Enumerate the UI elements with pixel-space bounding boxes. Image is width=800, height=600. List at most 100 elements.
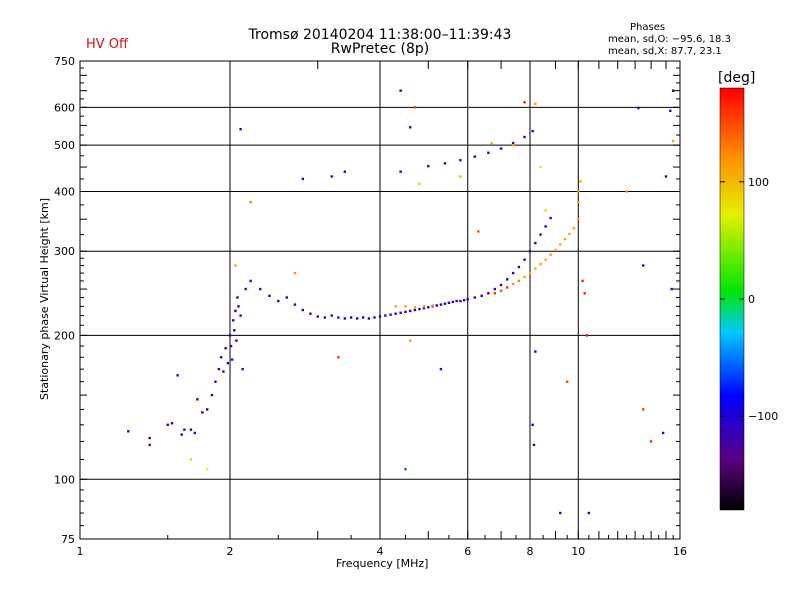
x-tick-label: 6 (464, 545, 471, 558)
data-point (439, 367, 443, 371)
data-point (661, 431, 665, 435)
tick-labels: 1 2 4 6 8 10 16 75 100 200 300 400 500 600 750 (54, 55, 687, 558)
colorbar-tick-label: 100 (748, 176, 769, 189)
x-tick-label: 8 (527, 545, 534, 558)
data-point (544, 209, 547, 212)
data-point (499, 289, 503, 292)
data-point (511, 141, 515, 145)
data-point (459, 175, 462, 178)
data-point (572, 227, 576, 230)
data-point (528, 250, 532, 253)
data-point (277, 299, 280, 303)
data-point (459, 159, 462, 162)
data-point (205, 467, 209, 471)
data-point (531, 423, 534, 427)
data-point (259, 287, 262, 291)
data-point (544, 258, 547, 261)
data-point (394, 312, 397, 315)
data-point (241, 367, 244, 371)
data-point (435, 304, 438, 307)
colorbar-ticks: 100 0 −100 (720, 176, 778, 423)
data-point (568, 232, 571, 236)
data-point (236, 296, 239, 299)
data-point (228, 334, 232, 337)
data-point (367, 317, 371, 320)
data-point (534, 241, 537, 245)
data-point (229, 344, 233, 348)
data-point (637, 106, 640, 110)
data-point (234, 264, 237, 267)
data-point (217, 367, 221, 371)
data-point (581, 279, 584, 283)
data-point (455, 299, 458, 303)
data-point (418, 182, 421, 186)
data-point (539, 262, 542, 266)
data-point (493, 292, 497, 295)
data-point (577, 200, 580, 204)
data-point (499, 147, 503, 150)
axis-ticks (79, 61, 681, 539)
data-point (559, 243, 562, 246)
data-point (528, 271, 532, 275)
data-point (180, 433, 183, 436)
data-point (511, 282, 515, 286)
colorbar-unit: [deg] (718, 70, 756, 86)
chart-subtitle: RwPretec (8p) (330, 41, 430, 57)
data-point (422, 306, 426, 310)
y-tick-label: 75 (61, 533, 75, 546)
data-point (459, 299, 462, 303)
data-point (427, 306, 430, 309)
data-point (176, 374, 179, 377)
data-point (301, 177, 305, 181)
data-point (293, 303, 297, 306)
x-tick-label: 4 (377, 545, 384, 558)
data-point (523, 100, 526, 104)
data-point (517, 265, 521, 269)
data-point (239, 127, 242, 131)
data-point (585, 334, 588, 337)
data-point (625, 190, 628, 193)
data-point (549, 253, 552, 256)
data-point (565, 380, 569, 383)
y-tick-label: 300 (54, 245, 75, 258)
data-point (230, 358, 234, 361)
chart-title: Tromsø 20140204 11:38:00–11:39:43 (248, 27, 512, 43)
data-point (493, 287, 497, 291)
data-point (226, 361, 230, 365)
data-point (222, 370, 225, 373)
data-point (235, 339, 238, 342)
data-point (316, 315, 319, 318)
x-tick-label: 16 (673, 545, 687, 558)
data-point (451, 300, 455, 304)
data-point (214, 380, 217, 383)
data-point (399, 170, 402, 173)
data-point (409, 309, 412, 313)
data-point (577, 190, 580, 193)
data-point (237, 305, 240, 308)
data-point (201, 411, 204, 414)
data-point (337, 316, 340, 319)
data-point (549, 216, 552, 220)
data-point (409, 339, 412, 342)
data-point (539, 165, 542, 169)
data-point (404, 305, 407, 308)
data-point (389, 313, 392, 316)
data-point (649, 440, 653, 443)
phases-stats-x: mean, sd,X: 87.7, 23.1 (608, 46, 722, 57)
data-point (268, 294, 271, 298)
data-point (439, 303, 443, 306)
data-point (399, 89, 402, 92)
data-point (531, 129, 534, 133)
data-point (309, 312, 312, 315)
data-point (285, 296, 288, 299)
data-point (669, 109, 672, 113)
data-point (293, 271, 297, 275)
data-point (413, 306, 417, 309)
y-tick-label: 750 (54, 55, 75, 68)
data-point (232, 319, 235, 322)
data-point (355, 317, 359, 320)
data-point (337, 356, 340, 359)
data-point (499, 283, 503, 287)
data-point (443, 162, 447, 165)
